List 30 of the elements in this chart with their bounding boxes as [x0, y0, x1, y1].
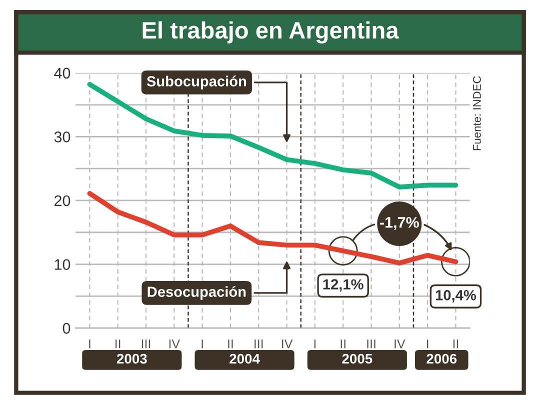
data-label: 10,4%: [436, 290, 476, 302]
x-tick-label: II: [453, 340, 458, 348]
source-note: Fuente: INDEC: [473, 76, 481, 150]
y-tick-label: 10: [54, 259, 70, 270]
x-tick-label: I: [89, 340, 90, 348]
text: Desocupación: [148, 286, 246, 300]
x-tick-label: II: [228, 340, 233, 348]
series-label: Subocupación: [146, 76, 246, 90]
text: 2005: [342, 354, 372, 364]
x-tick-label: I: [202, 340, 203, 348]
text: 2004: [230, 354, 260, 364]
y-tick-label: 30: [54, 132, 70, 142]
x-tick-label: III: [367, 340, 376, 348]
x-tick-label: I: [314, 340, 316, 348]
x-tick-label: II: [340, 340, 346, 348]
y-tick-label: 20: [54, 195, 70, 206]
x-tick-label: IV: [169, 340, 180, 348]
x-tick-label: II: [116, 340, 120, 348]
x-tick-label: IV: [282, 340, 293, 348]
y-tick-label: 0: [62, 322, 70, 334]
text: 2003: [116, 354, 147, 364]
x-tick-label: III: [142, 340, 150, 348]
x-tick-label: I: [426, 340, 428, 348]
y-tick-label: 40: [54, 68, 70, 79]
x-tick-label: III: [254, 340, 263, 348]
annotation: -1,7%: [380, 217, 419, 230]
text: 2006: [426, 354, 457, 364]
data-label: 12,1%: [323, 279, 364, 292]
chart-title: El trabajo en Argentina: [142, 21, 399, 44]
x-tick-label: IV: [394, 340, 406, 348]
